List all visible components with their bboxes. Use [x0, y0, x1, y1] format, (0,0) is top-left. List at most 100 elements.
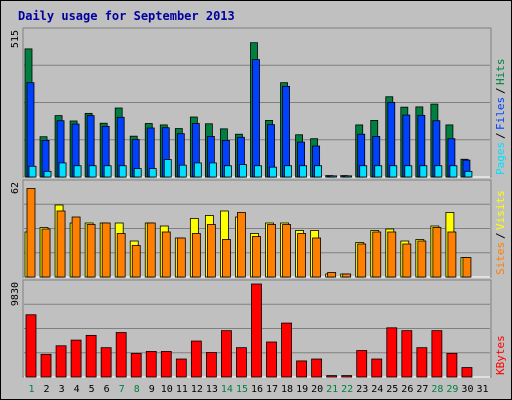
bar-kbytes — [341, 375, 353, 378]
bar-files — [26, 82, 35, 178]
bar-kbytes — [70, 339, 82, 378]
x-tick-label: 18 — [281, 384, 293, 395]
bar-sites — [161, 231, 171, 278]
bar-pages — [239, 164, 247, 178]
x-tick-label: 23 — [356, 384, 368, 395]
bar-kbytes — [296, 360, 307, 378]
bar-sites — [357, 243, 367, 278]
x-tick-label: 19 — [296, 384, 308, 395]
bar-pages — [163, 159, 172, 178]
x-tick-label: 25 — [386, 384, 398, 395]
bar-pages — [103, 165, 112, 178]
bar-pages — [193, 162, 202, 178]
bar-pages — [88, 165, 97, 178]
bar-kbytes — [100, 347, 112, 378]
x-tick-label: 11 — [176, 384, 188, 395]
x-tick-label: 21 — [326, 384, 338, 395]
bar-pages — [359, 165, 368, 178]
bar-sites — [462, 257, 472, 278]
bar-pages — [299, 165, 307, 178]
x-tick-label: 27 — [416, 384, 428, 395]
x-tick-label: 26 — [401, 384, 413, 395]
bar-kbytes — [55, 345, 67, 378]
bar-sites — [101, 222, 111, 278]
bar-sites — [206, 224, 216, 278]
x-tick-label: 16 — [251, 384, 263, 395]
x-tick-label: 1 — [29, 384, 35, 395]
bar-sites — [402, 243, 412, 278]
bar-kbytes — [85, 334, 97, 378]
bar-kbytes — [401, 330, 413, 378]
bar-kbytes — [205, 352, 217, 378]
x-tick-label: 9 — [149, 384, 155, 395]
bar-sites — [116, 233, 126, 278]
bar-pages — [148, 168, 157, 178]
x-tick-label: 14 — [221, 384, 233, 395]
bar-sites — [176, 237, 186, 278]
bar-pages — [374, 165, 383, 178]
bar-sites — [222, 239, 231, 278]
x-tick-label: 2 — [44, 384, 50, 395]
bar-pages — [344, 175, 353, 178]
bar-sites — [86, 224, 96, 278]
bar-kbytes — [386, 327, 398, 378]
bar-kbytes — [130, 352, 142, 378]
bar-kbytes — [431, 330, 443, 378]
bar-sites — [41, 228, 51, 278]
bar-kbytes — [281, 322, 292, 378]
x-tick-label: 10 — [161, 384, 173, 395]
legend-separator: / — [494, 87, 507, 94]
bar-pages — [449, 165, 458, 178]
bar-kbytes — [236, 347, 247, 378]
bar-kbytes — [145, 351, 157, 378]
bar-sites — [432, 227, 442, 278]
bar-pages — [434, 165, 443, 178]
bar-pages — [224, 165, 232, 178]
bar-kbytes — [446, 352, 458, 378]
bar-pages — [58, 162, 67, 178]
bar-pages — [28, 165, 37, 178]
bar-pages — [329, 175, 338, 178]
bar-kbytes — [160, 351, 172, 378]
legend-sites: Sites — [494, 242, 507, 275]
bar-pages — [43, 170, 52, 178]
x-tick-label: 4 — [74, 384, 80, 395]
x-tick-label: 8 — [134, 384, 140, 395]
bar-sites — [417, 240, 427, 278]
bar-kbytes — [251, 283, 262, 378]
bar-pages — [208, 162, 217, 178]
legend-pages: Pages — [494, 142, 507, 175]
bar-sites — [312, 237, 322, 278]
legend-files: Files — [494, 97, 507, 130]
bar-sites — [131, 245, 141, 278]
x-tick-label: 15 — [236, 384, 248, 395]
x-tick-label: 13 — [206, 384, 218, 395]
bar-pages — [284, 165, 292, 178]
bar-sites — [26, 188, 36, 278]
bar-pages — [73, 165, 82, 178]
x-tick-label: 3 — [59, 384, 65, 395]
bar-pages — [389, 165, 398, 178]
x-tick-label: 17 — [266, 384, 278, 395]
bar-sites — [297, 233, 306, 278]
bar-kbytes — [461, 367, 473, 378]
bar-sites — [237, 212, 246, 278]
bar-sites — [56, 210, 66, 278]
bar-sites — [447, 231, 457, 278]
bar-sites — [372, 231, 382, 278]
y-max-label: 62 — [10, 182, 21, 194]
bar-kbytes — [326, 375, 338, 378]
bar-pages — [254, 165, 262, 178]
bar-sites — [252, 236, 261, 278]
bar-kbytes — [175, 358, 187, 378]
bar-pages — [178, 164, 187, 178]
bar-sites — [71, 216, 81, 278]
bar-pages — [314, 165, 323, 178]
x-tick-label: 5 — [89, 384, 95, 395]
bar-kbytes — [311, 358, 323, 378]
x-tick-label: 22 — [341, 384, 353, 395]
y-max-label: 515 — [10, 30, 21, 48]
bar-kbytes — [266, 341, 277, 378]
bar-sites — [191, 233, 201, 278]
